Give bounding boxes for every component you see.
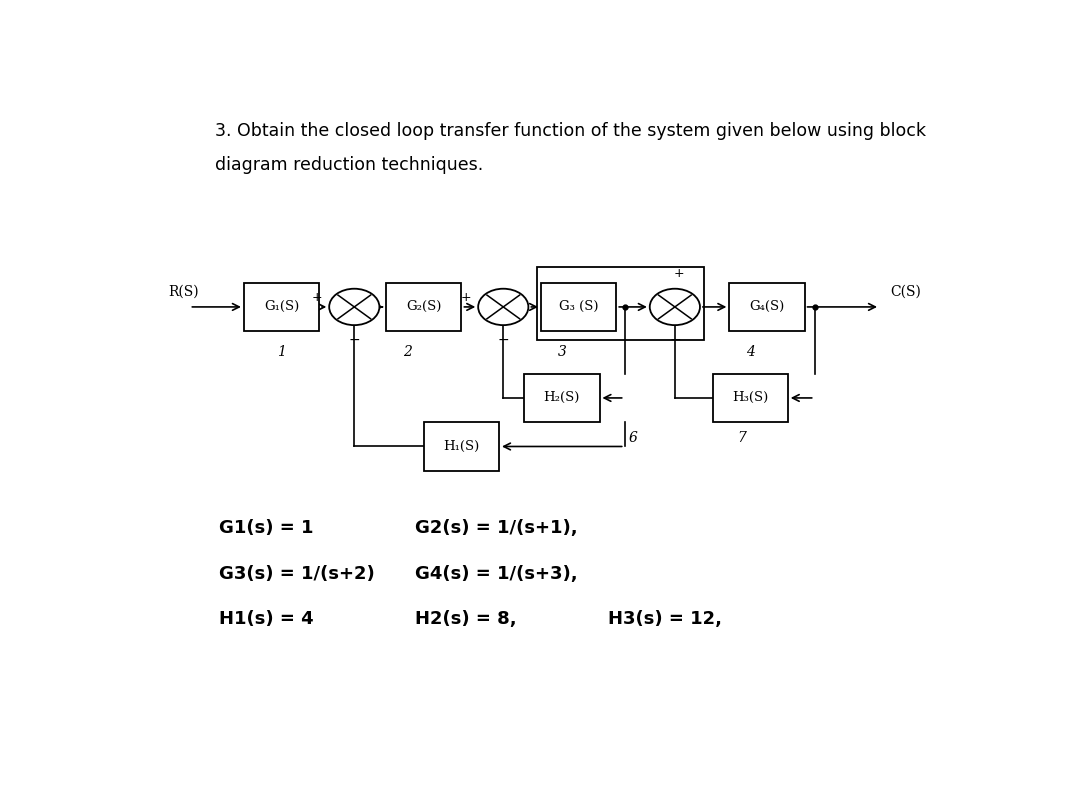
Text: G3(s) = 1/(s+2): G3(s) = 1/(s+2) [218, 565, 375, 583]
Text: H1(s) = 4: H1(s) = 4 [218, 611, 313, 628]
Text: H2(s) = 8,: H2(s) = 8, [416, 611, 517, 628]
Text: G4(s) = 1/(s+3),: G4(s) = 1/(s+3), [416, 565, 578, 583]
Text: H3(s) = 12,: H3(s) = 12, [608, 611, 721, 628]
Text: 7: 7 [738, 431, 746, 445]
Bar [423, 422, 499, 470]
Text: −: − [669, 333, 680, 347]
Text: G₃ (S): G₃ (S) [558, 300, 598, 314]
Text: G₄(S): G₄(S) [750, 300, 784, 314]
Text: −: − [349, 333, 360, 347]
Bar [541, 283, 617, 331]
Text: +: + [461, 292, 472, 304]
Text: C(S): C(S) [890, 284, 921, 299]
Bar [244, 283, 320, 331]
Text: diagram reduction techniques.: diagram reduction techniques. [215, 157, 483, 174]
Text: 3. Obtain the closed loop transfer function of the system given below using bloc: 3. Obtain the closed loop transfer funct… [215, 122, 926, 139]
Bar [537, 267, 704, 340]
Circle shape [329, 288, 379, 325]
Text: G1(s) = 1: G1(s) = 1 [218, 519, 313, 537]
Bar [729, 283, 805, 331]
Bar [387, 283, 461, 331]
Text: 2: 2 [403, 344, 411, 359]
Text: G₁(S): G₁(S) [264, 300, 299, 314]
Text: H₃(S): H₃(S) [732, 392, 768, 404]
Bar [524, 374, 599, 422]
Text: G2(s) = 1/(s+1),: G2(s) = 1/(s+1), [416, 519, 578, 537]
Text: 6: 6 [629, 431, 637, 445]
Text: −: − [498, 333, 509, 347]
Text: H₁(S): H₁(S) [443, 440, 480, 453]
Text: H₂(S): H₂(S) [543, 392, 580, 404]
Text: 1: 1 [278, 344, 286, 359]
Text: +: + [674, 266, 685, 280]
Text: 4: 4 [746, 344, 755, 359]
Bar [713, 374, 787, 422]
Text: R(S): R(S) [168, 284, 199, 299]
Text: 3: 3 [557, 344, 566, 359]
Text: +: + [312, 292, 323, 304]
Text: G₂(S): G₂(S) [406, 300, 442, 314]
Circle shape [650, 288, 700, 325]
Circle shape [478, 288, 528, 325]
